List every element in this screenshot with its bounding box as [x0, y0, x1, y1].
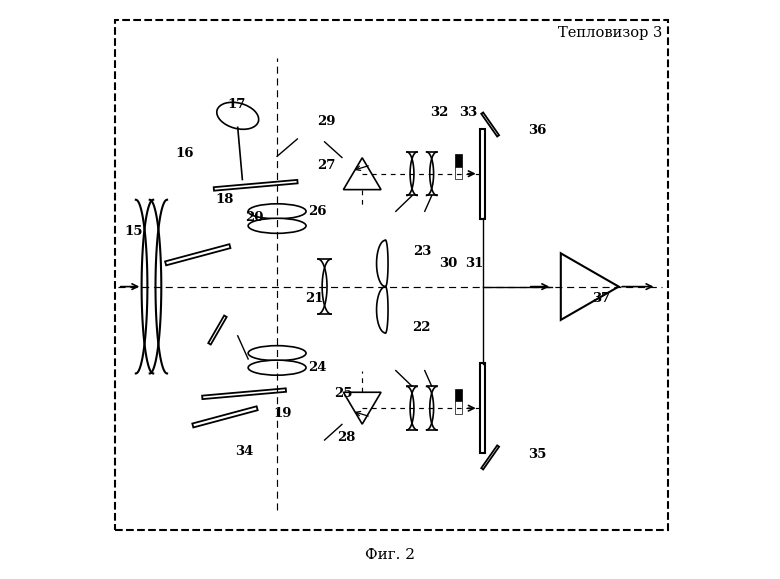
Text: 21: 21	[306, 292, 324, 305]
Text: 32: 32	[430, 107, 448, 119]
Polygon shape	[343, 158, 381, 190]
Ellipse shape	[248, 346, 306, 361]
Bar	[455, 389, 462, 401]
Polygon shape	[193, 406, 257, 427]
Text: 36: 36	[529, 124, 547, 137]
Bar	[455, 154, 462, 167]
Text: 20: 20	[245, 211, 263, 223]
Ellipse shape	[248, 204, 306, 219]
Text: 37: 37	[592, 292, 611, 305]
Text: 19: 19	[274, 408, 292, 420]
Text: 26: 26	[308, 205, 327, 218]
Polygon shape	[481, 112, 499, 137]
Ellipse shape	[248, 360, 306, 375]
Text: 17: 17	[228, 98, 246, 111]
Text: Фиг. 2: Фиг. 2	[365, 548, 415, 562]
Polygon shape	[165, 244, 230, 265]
Text: 27: 27	[317, 159, 335, 171]
Text: 33: 33	[459, 107, 477, 119]
Bar	[455, 167, 462, 179]
Text: 29: 29	[317, 115, 335, 128]
Polygon shape	[202, 389, 286, 399]
Bar	[455, 401, 462, 414]
Bar	[480, 129, 485, 219]
Text: 22: 22	[413, 321, 431, 334]
Bar	[480, 364, 485, 453]
Ellipse shape	[248, 218, 306, 233]
Text: 31: 31	[465, 257, 483, 270]
Text: 15: 15	[125, 225, 144, 238]
Text: 24: 24	[308, 361, 327, 374]
Text: 16: 16	[176, 147, 193, 160]
Text: 35: 35	[529, 448, 547, 461]
Ellipse shape	[217, 102, 259, 129]
Polygon shape	[561, 254, 619, 320]
Polygon shape	[214, 180, 298, 190]
Polygon shape	[343, 393, 381, 424]
Polygon shape	[208, 316, 227, 345]
Text: 23: 23	[413, 245, 431, 258]
Text: 28: 28	[338, 431, 356, 444]
Text: 34: 34	[235, 445, 254, 458]
Text: 30: 30	[439, 257, 457, 270]
Text: 25: 25	[335, 387, 353, 400]
Polygon shape	[481, 445, 499, 470]
Text: 18: 18	[216, 193, 234, 206]
Text: Тепловизор 3: Тепловизор 3	[558, 26, 662, 40]
